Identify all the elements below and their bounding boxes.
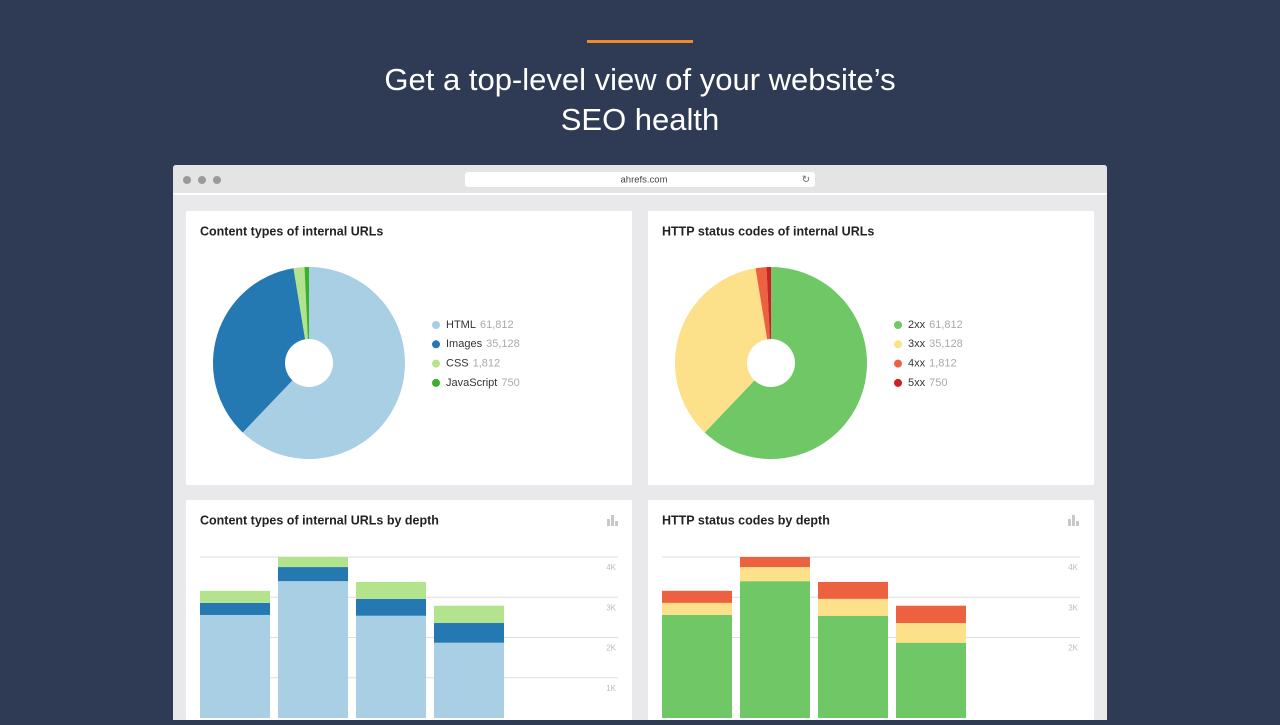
legend-value: 35,128 xyxy=(486,338,520,350)
legend-value: 750 xyxy=(501,377,519,389)
reload-icon[interactable]: ↻ xyxy=(802,175,810,186)
pie-slice xyxy=(213,268,309,433)
pie-slice xyxy=(304,267,309,363)
legend-label: HTML xyxy=(446,319,476,331)
y-tick-label: 2K xyxy=(1068,644,1078,653)
bar-segment xyxy=(200,614,270,718)
pie-slice xyxy=(766,267,771,363)
bar-segment xyxy=(818,598,888,616)
bar-segment xyxy=(662,614,732,718)
chart-icon[interactable] xyxy=(1068,515,1079,526)
bar-segment xyxy=(278,581,348,718)
window-button[interactable] xyxy=(213,176,221,184)
bar-segment xyxy=(434,605,504,624)
bar-segment xyxy=(740,567,810,582)
toolbar-edge xyxy=(173,193,1107,195)
bar-segment xyxy=(356,581,426,599)
legend-value: 1,812 xyxy=(929,358,957,370)
legend-swatch xyxy=(432,359,440,368)
pie-slice xyxy=(675,268,771,433)
pie-hole xyxy=(747,339,795,387)
headline: Get a top-level view of your website’s xyxy=(384,62,895,97)
bar-segment xyxy=(200,590,270,603)
legend-label: JavaScript xyxy=(446,377,497,389)
legend-value: 61,812 xyxy=(929,319,963,331)
y-tick-label: 3K xyxy=(606,603,616,612)
y-tick-label: 3K xyxy=(1068,603,1078,612)
pie-hole xyxy=(285,339,333,387)
legend-swatch xyxy=(432,340,440,349)
y-tick-label: 4K xyxy=(1068,563,1078,572)
legend-swatch xyxy=(894,378,902,387)
panel-title: Content types of internal URLs xyxy=(200,224,383,238)
legend-value: 61,812 xyxy=(480,319,514,331)
legend-label: 2xx xyxy=(908,319,926,331)
bar-segment xyxy=(740,557,810,568)
bar-segment xyxy=(896,605,966,624)
bar-segment xyxy=(896,623,966,643)
url: ahrefs.com xyxy=(621,175,668,186)
panel-title: Content types of internal URLs by depth xyxy=(200,513,439,527)
bar-segment xyxy=(434,623,504,643)
legend-value: 750 xyxy=(929,377,947,389)
bar-segment xyxy=(818,615,888,718)
y-tick-label: 2K xyxy=(606,644,616,653)
legend-label: 4xx xyxy=(908,358,926,370)
bar-segment xyxy=(200,602,270,615)
bar-segment xyxy=(278,557,348,568)
legend-swatch xyxy=(894,359,902,368)
headline: SEO health xyxy=(561,102,720,137)
bar-segment xyxy=(356,615,426,718)
legend-swatch xyxy=(432,321,440,329)
bar-segment xyxy=(278,567,348,582)
legend-swatch xyxy=(894,321,902,329)
window-button[interactable] xyxy=(183,176,191,184)
window-button[interactable] xyxy=(198,176,206,184)
y-tick-label: 1K xyxy=(606,684,616,693)
bar-segment xyxy=(356,598,426,616)
legend-swatch xyxy=(432,378,440,387)
address-bar[interactable] xyxy=(465,172,815,187)
legend-value: 1,812 xyxy=(473,358,501,370)
bar-segment xyxy=(662,602,732,615)
pie-slice xyxy=(293,267,309,363)
legend-label: CSS xyxy=(446,358,469,370)
chart-icon[interactable] xyxy=(607,515,618,526)
y-tick-label: 4K xyxy=(606,563,616,572)
bar-segment xyxy=(896,642,966,718)
pie-slice xyxy=(755,267,771,363)
legend-label: 3xx xyxy=(908,338,926,350)
panel-title: HTTP status codes by depth xyxy=(662,513,830,527)
bar-segment xyxy=(740,581,810,718)
legend-label: 5xx xyxy=(908,377,926,389)
bar-segment xyxy=(662,590,732,603)
accent-line xyxy=(587,40,693,43)
bar-segment xyxy=(818,581,888,599)
legend-label: Images xyxy=(446,338,483,350)
panel-title: HTTP status codes of internal URLs xyxy=(662,224,874,238)
legend-swatch xyxy=(894,340,902,349)
bar-segment xyxy=(434,642,504,718)
legend-value: 35,128 xyxy=(929,338,963,350)
